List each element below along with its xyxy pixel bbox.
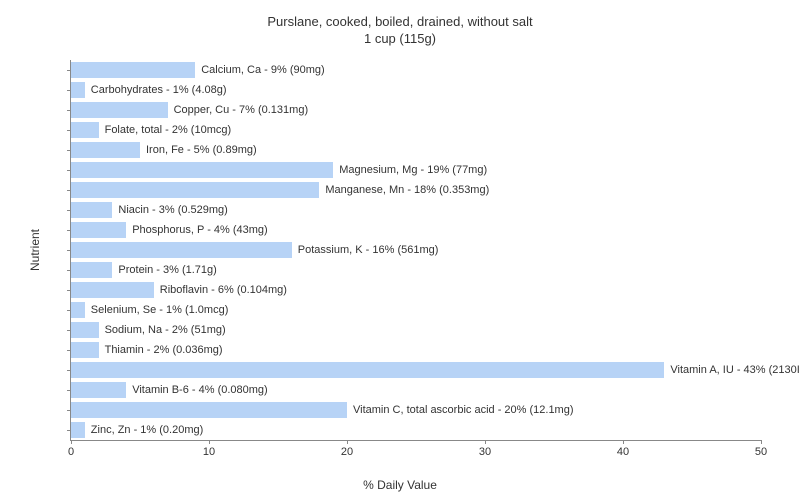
- bar-label: Copper, Cu - 7% (0.131mg): [168, 104, 309, 116]
- x-axis-label: % Daily Value: [363, 478, 437, 492]
- bar-row: Vitamin C, total ascorbic acid - 20% (12…: [71, 402, 347, 418]
- bar-row: Vitamin A, IU - 43% (2130IU): [71, 362, 664, 378]
- chart-title: Purslane, cooked, boiled, drained, witho…: [0, 0, 800, 48]
- bar: Folate, total - 2% (10mcg): [71, 122, 99, 138]
- bar: Iron, Fe - 5% (0.89mg): [71, 142, 140, 158]
- x-tick-label: 50: [755, 446, 767, 458]
- bar-label: Folate, total - 2% (10mcg): [99, 124, 232, 136]
- bar: Manganese, Mn - 18% (0.353mg): [71, 182, 319, 198]
- bar-label: Niacin - 3% (0.529mg): [112, 204, 227, 216]
- bar-label: Vitamin B-6 - 4% (0.080mg): [126, 384, 268, 396]
- bar: Riboflavin - 6% (0.104mg): [71, 282, 154, 298]
- bar: Calcium, Ca - 9% (90mg): [71, 62, 195, 78]
- bar: Copper, Cu - 7% (0.131mg): [71, 102, 168, 118]
- nutrient-chart: Purslane, cooked, boiled, drained, witho…: [0, 0, 800, 500]
- bar-label: Selenium, Se - 1% (1.0mcg): [85, 304, 229, 316]
- y-tick-mark: [67, 330, 71, 331]
- y-tick-mark: [67, 250, 71, 251]
- y-tick-mark: [67, 170, 71, 171]
- bar-row: Calcium, Ca - 9% (90mg): [71, 62, 195, 78]
- bar-row: Riboflavin - 6% (0.104mg): [71, 282, 154, 298]
- y-tick-mark: [67, 90, 71, 91]
- y-tick-mark: [67, 390, 71, 391]
- y-tick-mark: [67, 70, 71, 71]
- y-tick-mark: [67, 270, 71, 271]
- bar: Selenium, Se - 1% (1.0mcg): [71, 302, 85, 318]
- x-tick-label: 30: [479, 446, 491, 458]
- x-tick-label: 20: [341, 446, 353, 458]
- y-tick-mark: [67, 150, 71, 151]
- bar-label: Vitamin C, total ascorbic acid - 20% (12…: [347, 404, 574, 416]
- bar-label: Riboflavin - 6% (0.104mg): [154, 284, 287, 296]
- y-tick-mark: [67, 130, 71, 131]
- y-axis-label: Nutrient: [28, 229, 42, 271]
- bar-row: Potassium, K - 16% (561mg): [71, 242, 292, 258]
- bar: Zinc, Zn - 1% (0.20mg): [71, 422, 85, 438]
- bar: Phosphorus, P - 4% (43mg): [71, 222, 126, 238]
- bar-label: Potassium, K - 16% (561mg): [292, 244, 439, 256]
- bar-row: Thiamin - 2% (0.036mg): [71, 342, 99, 358]
- bar-row: Zinc, Zn - 1% (0.20mg): [71, 422, 85, 438]
- bar-row: Carbohydrates - 1% (4.08g): [71, 82, 85, 98]
- x-tick-label: 0: [68, 446, 74, 458]
- bar-row: Sodium, Na - 2% (51mg): [71, 322, 99, 338]
- bar-row: Selenium, Se - 1% (1.0mcg): [71, 302, 85, 318]
- bar-label: Phosphorus, P - 4% (43mg): [126, 224, 268, 236]
- bar: Vitamin C, total ascorbic acid - 20% (12…: [71, 402, 347, 418]
- bar: Magnesium, Mg - 19% (77mg): [71, 162, 333, 178]
- bar: Sodium, Na - 2% (51mg): [71, 322, 99, 338]
- bar: Thiamin - 2% (0.036mg): [71, 342, 99, 358]
- bar: Vitamin A, IU - 43% (2130IU): [71, 362, 664, 378]
- y-tick-mark: [67, 430, 71, 431]
- bar: Protein - 3% (1.71g): [71, 262, 112, 278]
- title-line-2: 1 cup (115g): [0, 31, 800, 48]
- bars-group: Calcium, Ca - 9% (90mg) Carbohydrates - 1…: [71, 60, 761, 440]
- y-tick-mark: [67, 410, 71, 411]
- bar-label: Protein - 3% (1.71g): [112, 264, 216, 276]
- y-tick-mark: [67, 350, 71, 351]
- bar-row: Magnesium, Mg - 19% (77mg): [71, 162, 333, 178]
- x-tick-mark: [209, 440, 210, 444]
- x-tick-label: 40: [617, 446, 629, 458]
- bar-label: Vitamin A, IU - 43% (2130IU): [664, 364, 800, 376]
- bar: Vitamin B-6 - 4% (0.080mg): [71, 382, 126, 398]
- y-tick-mark: [67, 190, 71, 191]
- bar-label: Magnesium, Mg - 19% (77mg): [333, 164, 487, 176]
- bar-label: Carbohydrates - 1% (4.08g): [85, 84, 227, 96]
- bar: Niacin - 3% (0.529mg): [71, 202, 112, 218]
- bar-label: Iron, Fe - 5% (0.89mg): [140, 144, 257, 156]
- y-tick-mark: [67, 290, 71, 291]
- bar-row: Folate, total - 2% (10mcg): [71, 122, 99, 138]
- x-tick-mark: [623, 440, 624, 444]
- y-tick-mark: [67, 370, 71, 371]
- x-tick-mark: [71, 440, 72, 444]
- x-tick-mark: [485, 440, 486, 444]
- bar-label: Sodium, Na - 2% (51mg): [99, 324, 226, 336]
- bar-row: Copper, Cu - 7% (0.131mg): [71, 102, 168, 118]
- bar-label: Zinc, Zn - 1% (0.20mg): [85, 424, 203, 436]
- y-tick-mark: [67, 310, 71, 311]
- bar-row: Niacin - 3% (0.529mg): [71, 202, 112, 218]
- y-tick-mark: [67, 210, 71, 211]
- bar: Potassium, K - 16% (561mg): [71, 242, 292, 258]
- plot-area: Calcium, Ca - 9% (90mg) Carbohydrates - 1…: [70, 60, 761, 441]
- bar-row: Phosphorus, P - 4% (43mg): [71, 222, 126, 238]
- bar-label: Calcium, Ca - 9% (90mg): [195, 64, 324, 76]
- y-tick-mark: [67, 110, 71, 111]
- x-tick-mark: [347, 440, 348, 444]
- bar-row: Iron, Fe - 5% (0.89mg): [71, 142, 140, 158]
- x-tick-label: 10: [203, 446, 215, 458]
- x-tick-mark: [761, 440, 762, 444]
- title-line-1: Purslane, cooked, boiled, drained, witho…: [0, 14, 800, 31]
- y-tick-mark: [67, 230, 71, 231]
- bar-label: Manganese, Mn - 18% (0.353mg): [319, 184, 489, 196]
- bar-label: Thiamin - 2% (0.036mg): [99, 344, 223, 356]
- bar-row: Protein - 3% (1.71g): [71, 262, 112, 278]
- bar-row: Manganese, Mn - 18% (0.353mg): [71, 182, 319, 198]
- bar: Carbohydrates - 1% (4.08g): [71, 82, 85, 98]
- bar-row: Vitamin B-6 - 4% (0.080mg): [71, 382, 126, 398]
